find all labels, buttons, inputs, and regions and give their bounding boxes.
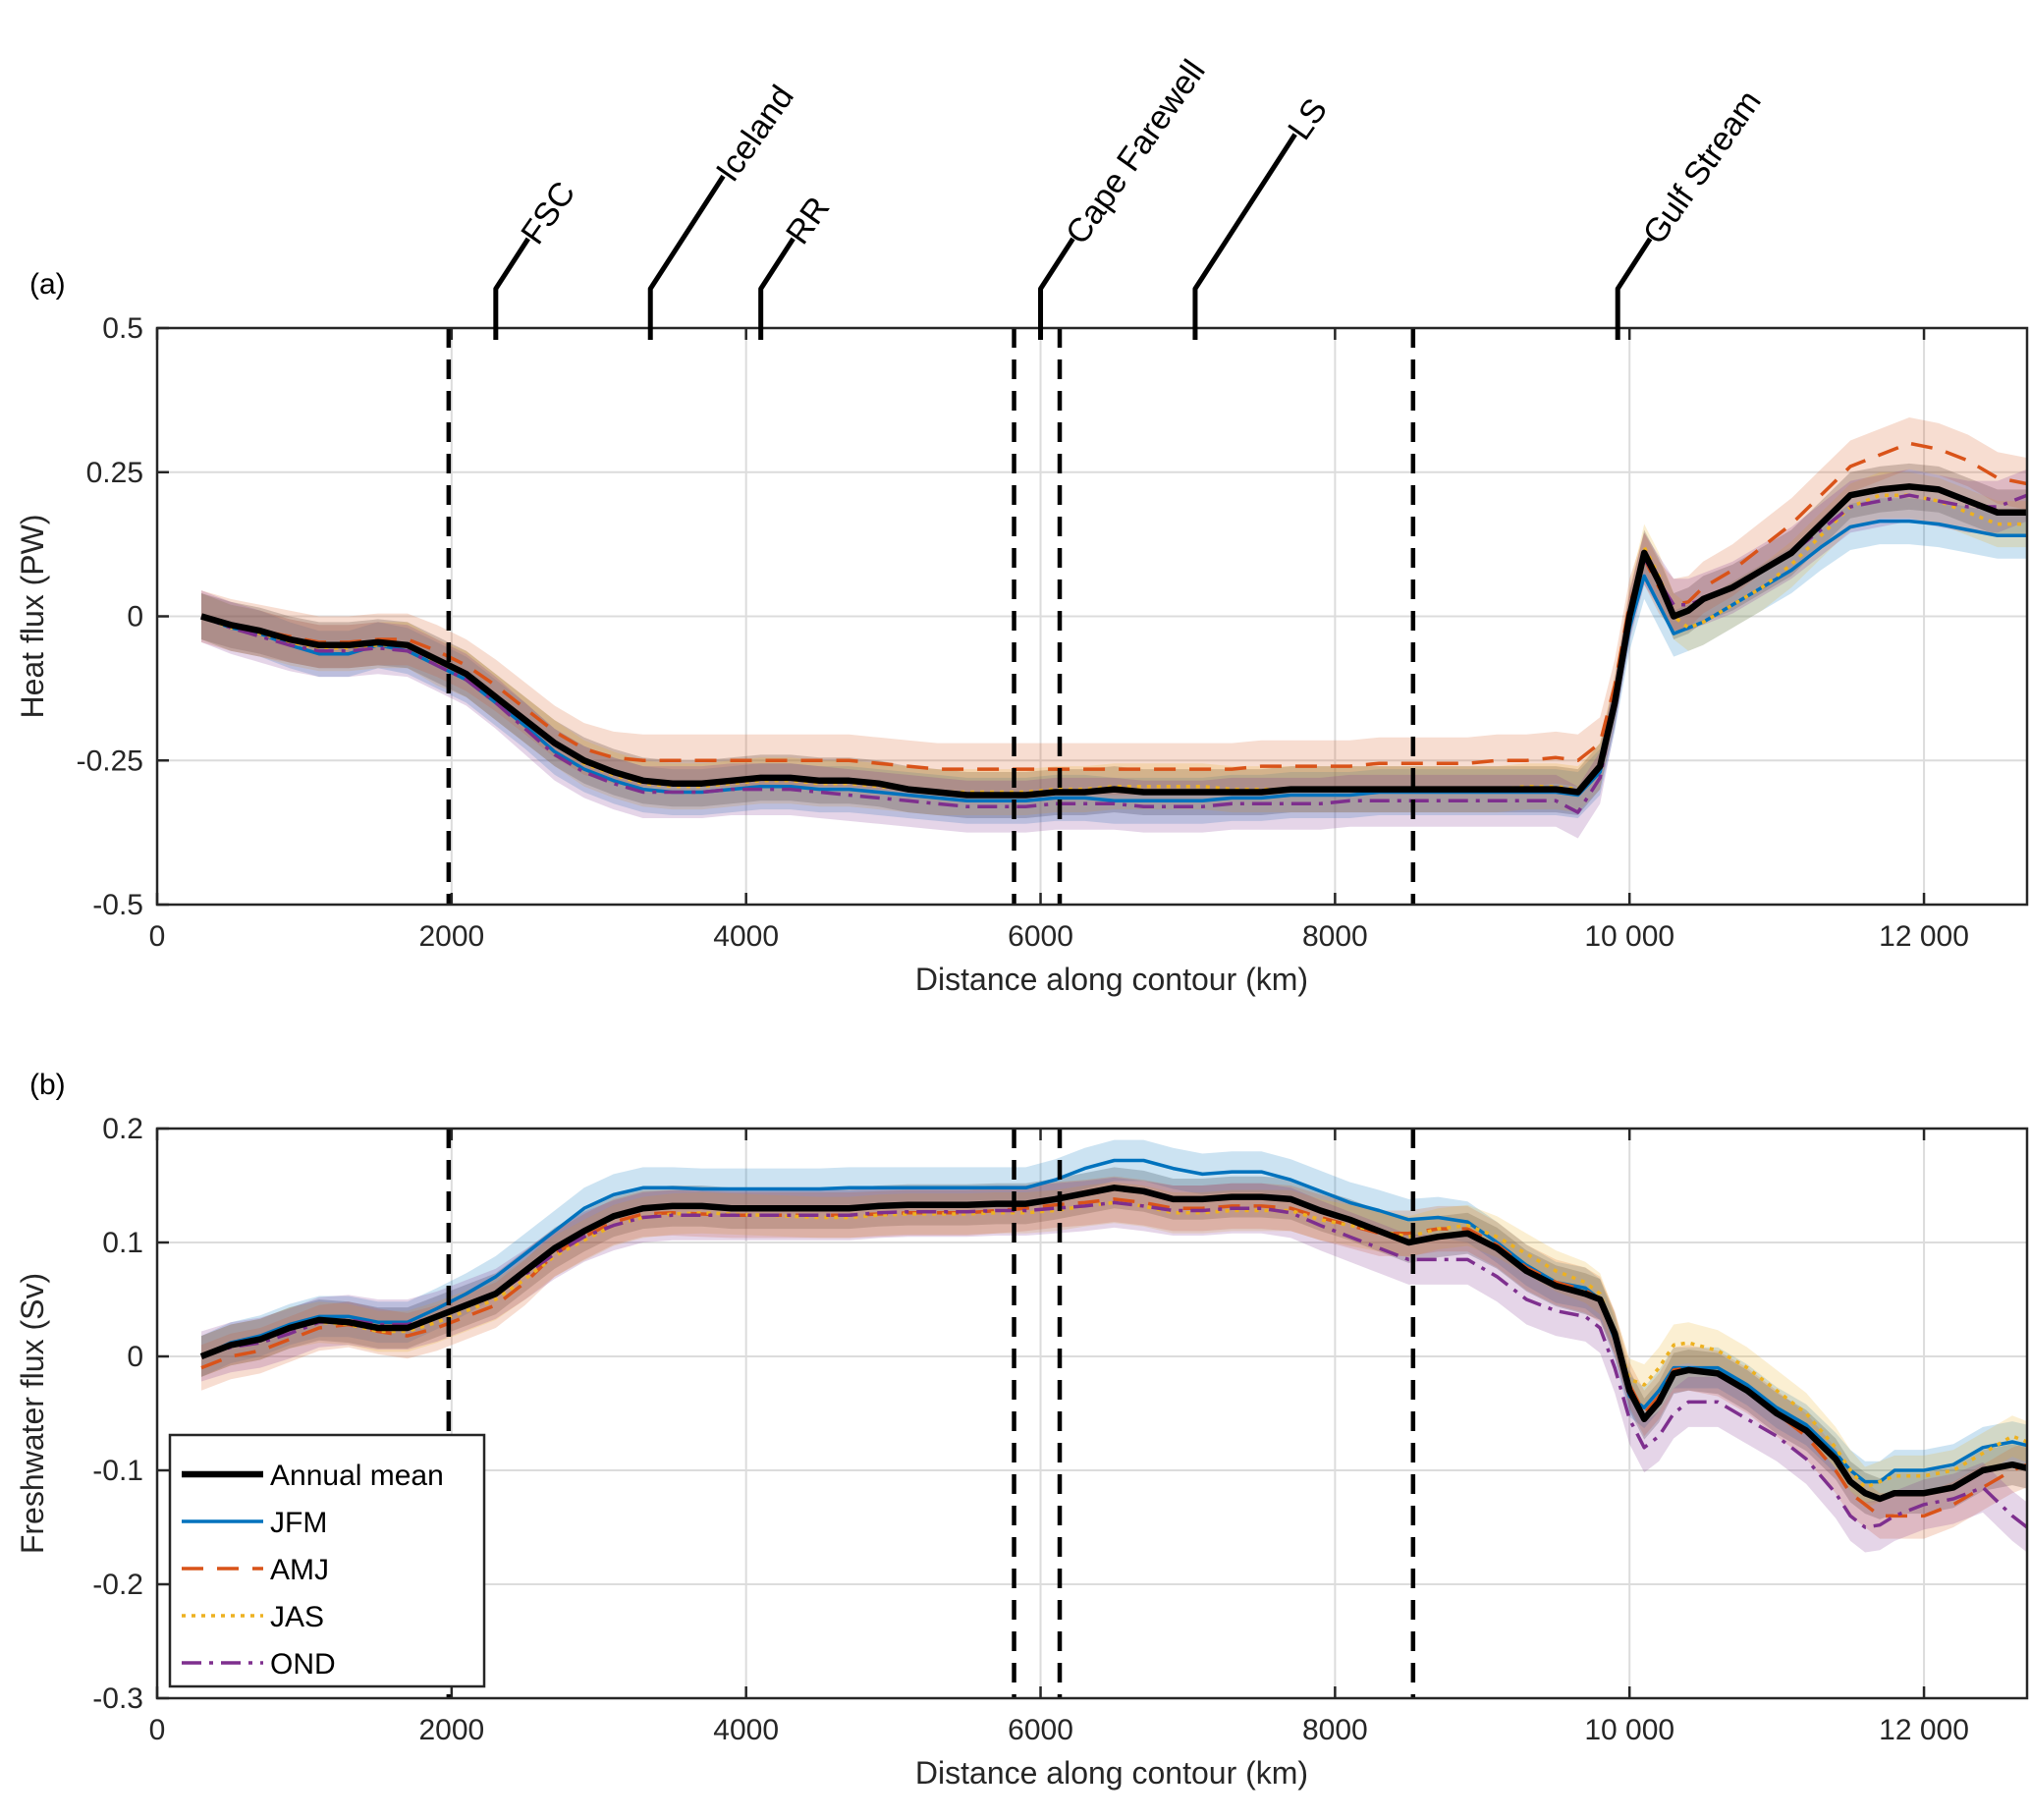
x-tick-label: 10 000 bbox=[1584, 920, 1674, 953]
y-tick-label: -0.2 bbox=[92, 1569, 143, 1601]
location-marker bbox=[1615, 237, 1653, 340]
series-band-amj bbox=[201, 1176, 2027, 1539]
legend-label: JAS bbox=[270, 1601, 324, 1633]
panel-label: (a) bbox=[29, 268, 66, 301]
y-tick-label: 0.25 bbox=[86, 457, 143, 489]
location-label: RR bbox=[779, 191, 837, 251]
x-tick-label: 8000 bbox=[1302, 1714, 1368, 1746]
series-line-annual-mean bbox=[199, 1185, 2027, 1503]
x-axis-title: Distance along contour (km) bbox=[915, 1755, 1308, 1791]
y-tick-label: 0.2 bbox=[102, 1113, 143, 1145]
y-tick-label: -0.25 bbox=[77, 745, 143, 777]
series-band-amj bbox=[201, 417, 2027, 796]
x-tick-label: 2000 bbox=[418, 1714, 484, 1746]
location-label: Gulf Stream bbox=[1636, 83, 1769, 250]
plot-area bbox=[200, 417, 2027, 839]
series-line-annual-mean bbox=[200, 483, 2027, 799]
x-tick-label: 2000 bbox=[418, 920, 484, 953]
series-band-jas bbox=[201, 471, 2027, 815]
y-tick-label: -0.1 bbox=[92, 1455, 143, 1487]
y-tick-label: 0 bbox=[127, 1341, 143, 1373]
series-line-ond bbox=[200, 1200, 2027, 1529]
x-axis-title: Distance along contour (km) bbox=[915, 962, 1308, 997]
plot-area bbox=[199, 1139, 2027, 1553]
panel-label: (b) bbox=[29, 1069, 66, 1101]
location-label: Cape Farewell bbox=[1059, 53, 1213, 250]
x-tick-label: 6000 bbox=[1008, 1714, 1073, 1746]
location-marker bbox=[1192, 133, 1297, 340]
series-band-ond bbox=[201, 469, 2027, 839]
x-tick-label: 4000 bbox=[713, 1714, 779, 1746]
freshwater-flux-panel: 0 2000 4000 6000 8000 10 000 12 000 -0.3 -0.2 -0.… bbox=[15, 1069, 2029, 1791]
y-tick-label: -0.3 bbox=[92, 1682, 143, 1715]
y-tick-label: 0.1 bbox=[102, 1227, 143, 1259]
legend-label: AMJ bbox=[270, 1554, 329, 1586]
series-line-jas bbox=[200, 1200, 2027, 1490]
x-tick-label: 0 bbox=[149, 920, 166, 953]
series-line-jfm bbox=[200, 1158, 2027, 1484]
heat-flux-panel: 0 2000 4000 6000 8000 10 000 12 000 -0.5 -0.25 0 0… bbox=[15, 53, 2029, 997]
series-band-ond bbox=[201, 1177, 2027, 1553]
location-label: Iceland bbox=[709, 79, 801, 189]
location-marker bbox=[1038, 237, 1075, 340]
legend-label: Annual mean bbox=[270, 1460, 444, 1492]
location-label: FSC bbox=[514, 175, 582, 250]
legend-label: JFM bbox=[270, 1507, 327, 1539]
x-tick-label: 12 000 bbox=[1879, 920, 1969, 953]
location-marker bbox=[758, 237, 796, 340]
y-axis-title: Heat flux (PW) bbox=[15, 514, 50, 718]
x-tick-label: 8000 bbox=[1302, 920, 1368, 953]
series-line-jas bbox=[200, 493, 2027, 795]
x-tick-label: 4000 bbox=[713, 920, 779, 953]
x-tick-label: 0 bbox=[149, 1714, 166, 1746]
series-line-amj bbox=[200, 441, 2027, 771]
x-tick-label: 12 000 bbox=[1879, 1714, 1969, 1746]
location-marker bbox=[647, 174, 726, 340]
y-tick-label: 0 bbox=[127, 601, 143, 634]
y-axis-title: Freshwater flux (Sv) bbox=[15, 1273, 50, 1554]
y-tick-label: 0.5 bbox=[102, 312, 143, 345]
location-label: LS bbox=[1281, 91, 1335, 146]
legend-label: OND bbox=[270, 1648, 336, 1681]
location-marker bbox=[493, 237, 530, 340]
x-tick-label: 10 000 bbox=[1584, 1714, 1674, 1746]
y-tick-label: -0.5 bbox=[92, 889, 143, 921]
x-tick-label: 6000 bbox=[1008, 920, 1073, 953]
series-band-jas bbox=[201, 1182, 2027, 1509]
axes-box bbox=[155, 1127, 2029, 1700]
